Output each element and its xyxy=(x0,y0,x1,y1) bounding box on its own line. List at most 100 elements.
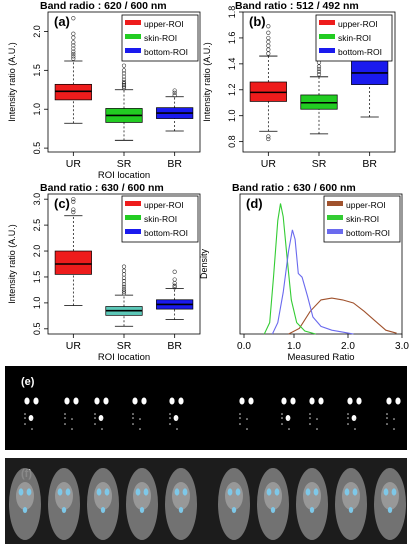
mask-speck xyxy=(309,417,311,419)
outlier-point xyxy=(121,287,127,292)
overlay-spot xyxy=(309,507,315,513)
outlier-point xyxy=(172,277,177,282)
mask-speck xyxy=(169,413,171,415)
mask-image-strip: (e) xyxy=(5,366,407,450)
outlier-point xyxy=(121,86,127,91)
mask-blob xyxy=(169,397,175,405)
outlier-point xyxy=(266,134,271,139)
mask-blob xyxy=(98,415,104,421)
outlier-point xyxy=(316,72,322,77)
mask-speck xyxy=(132,423,134,425)
mask-speck xyxy=(94,413,96,415)
y-tick-label: 1.2 xyxy=(227,84,237,97)
overlay-spot xyxy=(305,488,311,496)
y-tick-label: 1.0 xyxy=(32,297,42,310)
legend-entry: bottom-ROI xyxy=(338,47,382,57)
mask-blob-group xyxy=(24,397,39,430)
outlier-point xyxy=(71,40,76,45)
y-tick-label: 0.5 xyxy=(32,142,42,155)
outlier-point xyxy=(71,31,76,36)
y-tick-label: 1.0 xyxy=(227,109,237,122)
body-highlight xyxy=(94,482,112,510)
overlay-spot xyxy=(57,488,63,496)
body-highlight xyxy=(172,482,190,510)
mask-blob-group xyxy=(309,397,324,430)
legend-swatch xyxy=(125,20,141,25)
overlay-spot xyxy=(61,507,67,513)
legend-entry: upper-ROI xyxy=(338,19,378,29)
mask-speck xyxy=(132,417,134,419)
outlier-point xyxy=(71,54,76,59)
body-highlight xyxy=(381,482,399,510)
x-tick-label: SR xyxy=(117,158,132,170)
outlier-point xyxy=(266,35,271,41)
outlier-point xyxy=(172,283,177,288)
outlier-point xyxy=(172,281,177,286)
mask-blob xyxy=(290,397,296,405)
y-tick-label: 1.4 xyxy=(227,58,237,71)
mask-speck xyxy=(71,418,73,420)
mask-speck xyxy=(281,423,283,425)
outlier-point xyxy=(121,264,127,269)
mask-speck xyxy=(239,413,241,415)
mask-speck xyxy=(24,423,26,425)
legend-entry: bottom-ROI xyxy=(144,228,188,238)
legend-entry: upper-ROI xyxy=(144,19,184,29)
legend-swatch xyxy=(319,48,335,53)
panel-letter: (a) xyxy=(54,14,70,29)
legend-entry: bottom-ROI xyxy=(144,47,188,57)
mask-speck xyxy=(94,423,96,425)
chart-panel: Band ratio : 630 / 600 nm (d) Density Measu… xyxy=(199,182,409,363)
mask-speck xyxy=(347,413,349,415)
mask-blob xyxy=(309,397,315,405)
mask-speck xyxy=(239,417,241,419)
legend-swatch xyxy=(319,34,335,39)
x-tick-label: BR xyxy=(167,340,182,352)
mask-speck xyxy=(347,423,349,425)
mask-blob-group xyxy=(169,397,184,430)
mask-speck xyxy=(393,428,395,430)
overlay-body-group xyxy=(296,468,328,540)
mask-blob xyxy=(178,397,184,405)
mask-speck xyxy=(354,428,356,430)
mask-blob xyxy=(33,397,39,405)
overlay-spot xyxy=(65,488,71,496)
mask-spots xyxy=(24,397,401,430)
y-axis-label: Intensity ratio (A.U.) xyxy=(7,224,17,304)
legend-swatch xyxy=(125,34,141,39)
outlier-point xyxy=(71,199,76,204)
mask-speck xyxy=(132,413,134,415)
outlier-point xyxy=(121,63,127,68)
y-tick-label: 1.8 xyxy=(227,6,237,19)
overlay-spot xyxy=(391,488,397,496)
outlier-point xyxy=(316,66,322,72)
outlier-point xyxy=(71,35,76,40)
outlier-point xyxy=(121,282,127,287)
mask-blob xyxy=(103,397,109,405)
mask-speck xyxy=(246,418,248,420)
overlay-bodies xyxy=(9,468,406,540)
mask-blob-group xyxy=(386,397,401,430)
x-axis-label: Measured Ratio xyxy=(287,352,354,363)
mask-speck xyxy=(139,428,141,430)
overlay-spot xyxy=(270,507,276,513)
y-tick-label: 1.5 xyxy=(32,64,42,77)
mask-speck xyxy=(64,413,66,415)
overlay-spot xyxy=(96,488,102,496)
mask-blob xyxy=(239,397,245,405)
mask-blob xyxy=(141,397,147,405)
mask-blob xyxy=(64,397,70,405)
x-tick-label: UR xyxy=(261,158,277,170)
panel-label-e: (e) xyxy=(21,376,35,388)
overlay-spot xyxy=(387,507,393,513)
legend-swatch xyxy=(125,229,141,234)
overlay-body-group xyxy=(48,468,80,540)
overlay-spot xyxy=(104,488,110,496)
overlay-spot xyxy=(143,488,149,496)
x-tick-label: BR xyxy=(167,158,182,170)
plot-frame xyxy=(239,193,403,335)
outlier-point xyxy=(172,90,177,95)
legend: upper-ROI skin-ROI bottom-ROI xyxy=(315,14,393,62)
density-line-1 xyxy=(288,297,397,335)
outlier-point xyxy=(71,43,76,48)
